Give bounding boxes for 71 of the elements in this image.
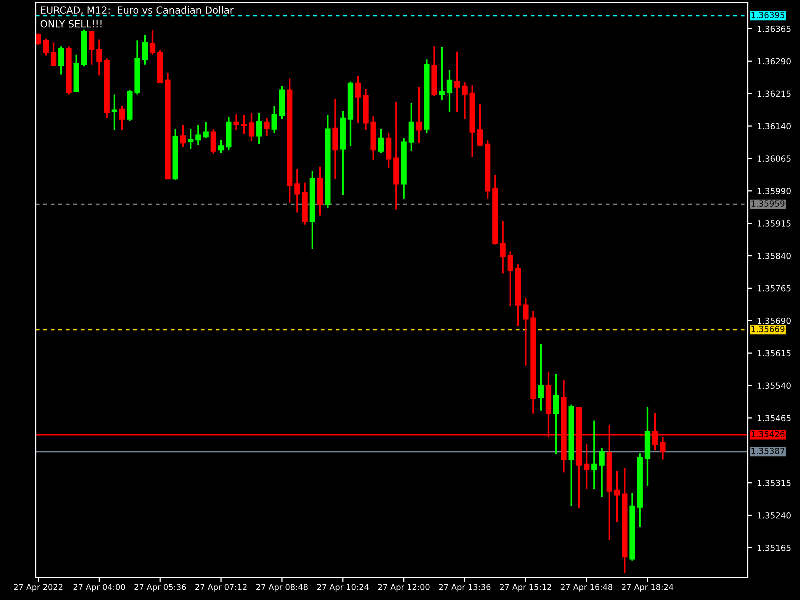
- y-tick-label: 1.36140: [758, 123, 791, 130]
- x-tick-label: 27 Apr 13:36: [439, 584, 491, 592]
- candlestick: [386, 132, 392, 170]
- candlestick: [50, 42, 57, 68]
- ref-line-label: 1.35426: [752, 431, 785, 438]
- y-tick-label: 1.36365: [758, 26, 791, 32]
- candlestick: [241, 114, 247, 136]
- y-tick-label: 1.35915: [758, 220, 791, 227]
- ref-line-label: 1.36395: [752, 12, 785, 18]
- ref-line-label: 1.35669: [752, 326, 785, 332]
- y-tick-label: 1.36215: [758, 90, 791, 98]
- candlestick: [150, 30, 156, 56]
- x-tick-label: 27 Apr 07:12: [196, 584, 247, 592]
- candlestick: [356, 76, 362, 124]
- x-tick-label: 27 Apr 2022: [14, 584, 63, 592]
- candlestick: [462, 82, 468, 120]
- candlestick: [523, 298, 529, 367]
- x-tick-label: 27 Apr 10:24: [317, 584, 369, 592]
- candlestick: [538, 343, 544, 412]
- x-tick-label: 27 Apr 04:00: [74, 584, 126, 592]
- candlestick: [584, 444, 590, 490]
- candlestick: [477, 104, 484, 147]
- x-tick-label: 27 Apr 08:48: [256, 584, 308, 592]
- x-tick-label: 27 Apr 05:36: [134, 584, 186, 592]
- candlestick: [264, 118, 270, 138]
- candlestick: [89, 31, 95, 66]
- y-tick-label: 1.35465: [758, 415, 791, 422]
- candlestick: [210, 128, 217, 156]
- candlestick: [660, 436, 666, 461]
- candlestick: [234, 114, 240, 131]
- candlestick: [256, 112, 262, 146]
- candlestick: [508, 250, 514, 308]
- x-tick-label: 27 Apr 15:12: [500, 584, 552, 592]
- y-tick-label: 1.35690: [758, 318, 791, 324]
- annotation: ONLY SELL!!!: [40, 20, 102, 28]
- y-tick-label: 1.35990: [758, 188, 791, 194]
- y-tick-label: 1.35165: [758, 544, 791, 552]
- candlestick: [408, 102, 415, 152]
- y-tick-label: 1.35765: [758, 285, 791, 292]
- chart-title: EURCAD, M12: Euro vs Canadian Dollar: [41, 6, 234, 15]
- candlestick: [218, 139, 224, 154]
- candlestick: [112, 94, 118, 131]
- y-tick-label: 1.36065: [758, 156, 791, 162]
- x-tick-label: 27 Apr 12:00: [378, 584, 430, 592]
- x-tick-label: 27 Apr 16:48: [561, 584, 613, 592]
- y-tick-label: 1.35840: [758, 252, 791, 260]
- candlestick: [272, 106, 278, 134]
- candlestick: [439, 46, 445, 102]
- candlestick: [378, 128, 384, 154]
- candlestick: [248, 112, 255, 142]
- candlestick: [142, 34, 148, 66]
- candlestick: [43, 38, 49, 57]
- candlestick: [58, 46, 64, 76]
- candlestick: [554, 373, 560, 456]
- y-tick-label: 1.35240: [758, 512, 791, 519]
- candlestick: [188, 128, 194, 150]
- candlestick: [180, 124, 186, 148]
- ref-line-label: 1.35387: [752, 448, 785, 454]
- y-tick-label: 1.35615: [758, 350, 791, 357]
- x-tick-label: 27 Apr 18:24: [622, 584, 674, 592]
- candlestick: [614, 470, 620, 524]
- ref-line-label: 1.35959: [752, 200, 785, 207]
- y-tick-label: 1.35315: [758, 480, 791, 486]
- y-tick-label: 1.36290: [758, 58, 791, 65]
- y-tick-label: 1.35540: [758, 382, 791, 390]
- candlestick: [446, 70, 453, 114]
- candlestick: [454, 51, 460, 114]
- candlestick: [119, 106, 126, 131]
- candlestick: [416, 86, 422, 144]
- candlestick: [332, 98, 338, 180]
- candlestick: [36, 32, 42, 46]
